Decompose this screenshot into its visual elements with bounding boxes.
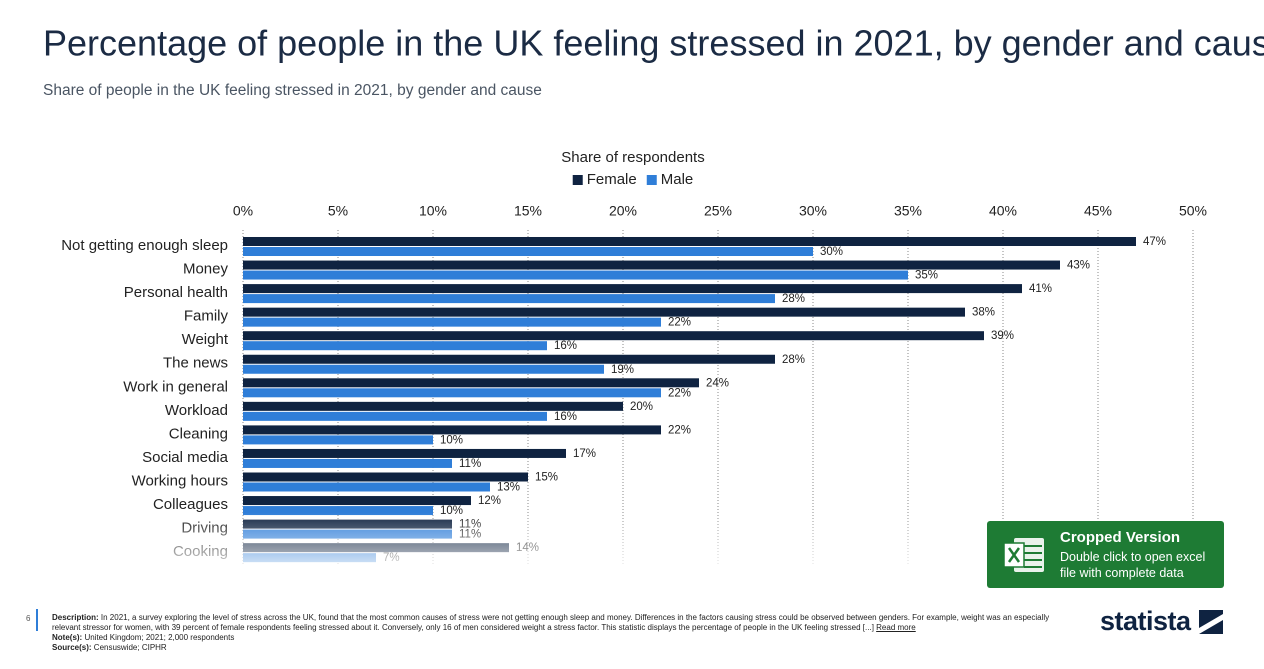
value-label: 38% <box>972 307 995 319</box>
source-text: Censuswide; CIPHR <box>93 643 167 652</box>
x-tick-label: 35% <box>894 203 922 219</box>
category-label: Cleaning <box>169 425 228 442</box>
bar <box>243 317 661 327</box>
category-label: Not getting enough sleep <box>61 237 228 254</box>
x-tick-label: 30% <box>799 203 827 219</box>
bar <box>243 411 547 421</box>
bar <box>243 284 1022 294</box>
notes: Note(s): United Kingdom; 2021; 2,000 res… <box>52 633 1067 643</box>
cropped-version-button[interactable]: Cropped Version Double click to open exc… <box>987 521 1224 588</box>
chart-subtitle: Share of people in the UK feeling stress… <box>43 82 542 99</box>
bar <box>243 378 699 388</box>
category-label: Money <box>183 261 229 278</box>
category-label: Personal health <box>124 284 228 301</box>
bar <box>243 472 528 482</box>
logo: statista <box>1100 606 1191 636</box>
footer: Description: In 2021, a survey exploring… <box>52 613 1067 653</box>
x-tick-label: 45% <box>1084 203 1112 219</box>
bar <box>243 307 965 317</box>
category-label: Work in general <box>123 378 228 395</box>
value-label: 22% <box>668 424 691 436</box>
legend-title: Share of respondents <box>561 149 704 166</box>
category-label: Working hours <box>132 472 228 489</box>
page-marker <box>36 609 38 631</box>
description: Description: In 2021, a survey exploring… <box>52 613 1067 633</box>
x-tick-label: 25% <box>704 203 732 219</box>
value-label: 11% <box>459 458 481 470</box>
value-label: 47% <box>1143 236 1166 248</box>
logo-icon <box>1199 610 1223 634</box>
bar <box>243 341 547 351</box>
description-label: Description: <box>52 613 99 622</box>
x-tick-label: 0% <box>233 203 253 219</box>
bar <box>243 482 490 492</box>
bar <box>243 354 775 364</box>
value-label: 20% <box>630 401 653 413</box>
bar <box>243 401 623 411</box>
value-label: 30% <box>820 246 843 258</box>
page-number: 6 <box>26 614 31 623</box>
x-tick-label: 20% <box>609 203 637 219</box>
bar <box>243 247 813 256</box>
value-label: 13% <box>497 482 520 494</box>
value-label: 35% <box>915 270 938 282</box>
value-label: 16% <box>554 411 577 423</box>
legend-swatch <box>572 175 583 185</box>
value-label: 28% <box>782 354 805 366</box>
value-label: 22% <box>668 317 691 329</box>
bar <box>243 294 775 304</box>
value-label: 10% <box>440 434 463 446</box>
legend-swatch <box>646 175 657 185</box>
description-text: In 2021, a survey exploring the level of… <box>52 613 1050 632</box>
category-label: Social media <box>142 449 229 466</box>
excel-icon <box>1003 538 1044 572</box>
value-label: 15% <box>535 472 558 484</box>
category-label: The news <box>163 355 228 372</box>
bar <box>243 270 908 280</box>
category-label: Workload <box>165 402 228 419</box>
x-tick-label: 40% <box>989 203 1017 219</box>
bar <box>243 448 566 458</box>
bar <box>243 425 661 435</box>
cropped-title: Cropped Version <box>1060 529 1181 546</box>
fade-overlay <box>0 512 985 570</box>
value-label: 17% <box>573 448 596 460</box>
value-label: 19% <box>611 364 634 376</box>
value-label: 16% <box>554 340 577 352</box>
x-tick-label: 15% <box>514 203 542 219</box>
bar <box>243 458 452 468</box>
chart-title: Percentage of people in the UK feeling s… <box>43 23 1264 64</box>
value-label: 24% <box>706 377 729 389</box>
bar <box>243 496 471 506</box>
cropped-text: Double click to open excel file with com… <box>1060 550 1206 580</box>
value-label: 39% <box>991 330 1014 342</box>
notes-text: United Kingdom; 2021; 2,000 respondents <box>84 633 235 642</box>
bar <box>243 435 433 445</box>
read-more-link[interactable]: Read more <box>876 623 916 632</box>
value-label: 28% <box>782 293 805 305</box>
bar <box>243 331 984 341</box>
bar <box>243 506 433 516</box>
bar <box>243 364 604 374</box>
category-label: Family <box>184 308 229 325</box>
bar <box>243 388 661 398</box>
source: Source(s): Censuswide; CIPHR <box>52 643 1067 653</box>
category-label: Weight <box>182 331 229 348</box>
x-tick-label: 50% <box>1179 203 1207 219</box>
value-label: 22% <box>668 387 691 399</box>
legend-label: Female <box>587 171 637 188</box>
value-label: 43% <box>1067 260 1090 272</box>
value-label: 41% <box>1029 283 1052 295</box>
category-label: Colleagues <box>153 496 228 513</box>
notes-label: Note(s): <box>52 633 83 642</box>
bar <box>243 260 1060 270</box>
value-label: 12% <box>478 495 501 507</box>
x-tick-label: 10% <box>419 203 447 219</box>
source-label: Source(s): <box>52 643 92 652</box>
bar <box>243 237 1136 246</box>
legend-label: Male <box>661 171 694 188</box>
x-tick-label: 5% <box>328 203 348 219</box>
chart: Percentage of people in the UK feeling s… <box>0 23 1264 570</box>
